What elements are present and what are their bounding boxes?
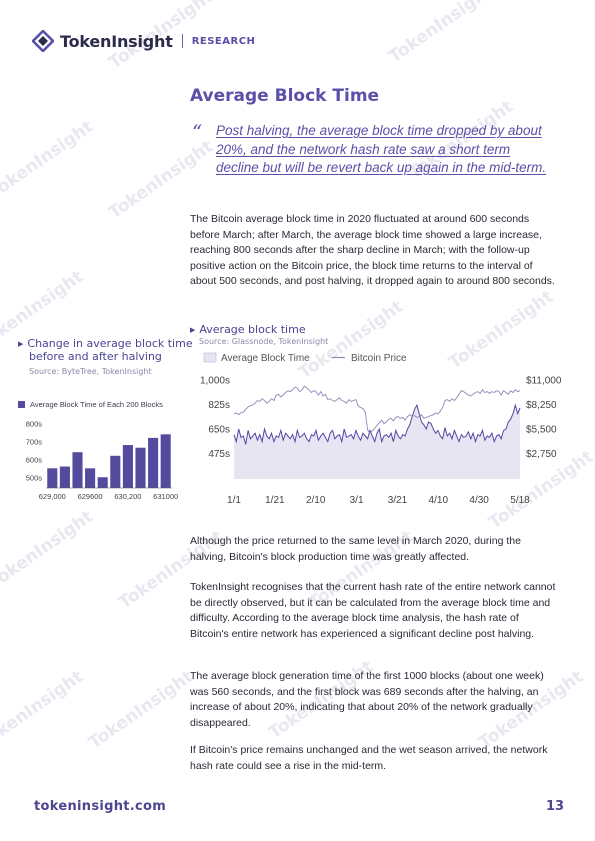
x-tick-label: 4/10 [429,495,449,506]
bar [160,434,171,488]
y-right-tick-label: $2,750 [526,449,557,460]
figure-left-title-line1: Change in average block time [27,337,193,350]
bar [122,445,133,488]
intro-paragraph: The Bitcoin average block time in 2020 f… [190,213,555,287]
bar [72,452,83,488]
legend-label-block-time: Average Block Time [221,353,310,364]
quote-mark-icon: “ [192,120,203,144]
page-number: 13 [546,799,565,814]
figure-right-title-text: Average block time [199,323,306,336]
section-title: Average Block Time [190,86,380,106]
x-tick-label: 2/10 [306,495,326,506]
tokeninsight-logo-icon [32,30,54,52]
paragraph: The average block generation time of the… [190,670,544,729]
x-tick-label: 629600 [78,492,103,501]
bar-chart-legend: Average Block Time of Each 200 Blocks [18,400,163,409]
page-header: TokenInsight RESEARCH [32,28,255,54]
footer-url-link[interactable]: tokeninsight.com [34,799,167,814]
bar [85,468,96,488]
section-label: RESEARCH [191,35,256,47]
figure-right-title: ▶ Average block time [190,323,306,336]
bar [148,437,159,488]
paragraph: TokenInsight recognises that the current… [190,581,556,640]
figure-left-title: ▶ Change in average block time before and… [18,337,193,363]
legend-swatch [18,401,25,408]
watermark: TokenInsight [0,666,87,754]
y-left-tick-label: 825s [208,400,230,411]
x-tick-label: 1/1 [227,495,241,506]
line-chart: Average Block Time Bitcoin Price 1,000s 825… [200,352,562,506]
block-time-area [234,405,520,478]
paragraph: If Bitcoin's price remains unchanged and… [190,744,548,772]
watermark: TokenInsight [0,506,97,594]
watermark: TokenInsight [0,116,97,204]
watermark: TokenInsight [85,666,197,754]
y-right-tick-label: $11,000 [526,376,562,387]
x-tick-label: 629,000 [39,492,66,501]
bar [97,477,108,488]
y-right-tick-label: $5,500 [526,425,557,436]
brand-name: TokenInsight [60,31,173,51]
bar [59,466,70,488]
watermark: TokenInsight [105,136,217,224]
x-tick-label: 1/21 [265,495,285,506]
figure-right-source: Source: Glassnode, TokenInsight [199,337,329,346]
bar [135,447,146,488]
legend-swatch-area [203,352,217,363]
y-left-tick-label: 475s [208,449,230,460]
bar [47,468,58,488]
x-tick-label: 4/30 [469,495,489,506]
watermark: TokenInsight [385,0,497,68]
y-left-tick-label: 1,000s [200,376,230,387]
x-tick-label: 5/18 [510,495,530,506]
x-tick-label: 631000 [153,492,178,501]
caret-right-icon: ▶ [190,326,196,334]
y-tick-label: 500s [26,473,43,482]
legend-label: Average Block Time of Each 200 Blocks [30,400,163,409]
x-tick-label: 3/21 [388,495,408,506]
figure-left-title-line2: before and after halving [29,350,162,363]
paragraph: Although the price returned to the same … [190,535,521,563]
header-divider [181,34,183,48]
y-right-tick-label: $8,250 [526,400,557,411]
figure-left-source: Source: ByteTree, TokenInsight [29,367,152,376]
y-left-tick-label: 650s [208,425,230,436]
x-tick-label: 3/1 [350,495,364,506]
caret-right-icon: ▶ [18,340,24,348]
block-time-line [233,403,521,445]
y-tick-label: 800s [26,420,43,429]
bitcoin-price-line [233,385,521,435]
bar [110,455,121,488]
x-tick-label: 630,200 [114,492,141,501]
bar-chart: 500s 600s 700s 800s 629,000 629600 630,200 6310… [26,420,178,501]
legend-label-bitcoin-price: Bitcoin Price [351,353,407,364]
pull-quote: Post halving, the average block time dro… [216,123,547,175]
y-tick-label: 700s [26,437,43,446]
y-tick-label: 600s [26,455,43,464]
